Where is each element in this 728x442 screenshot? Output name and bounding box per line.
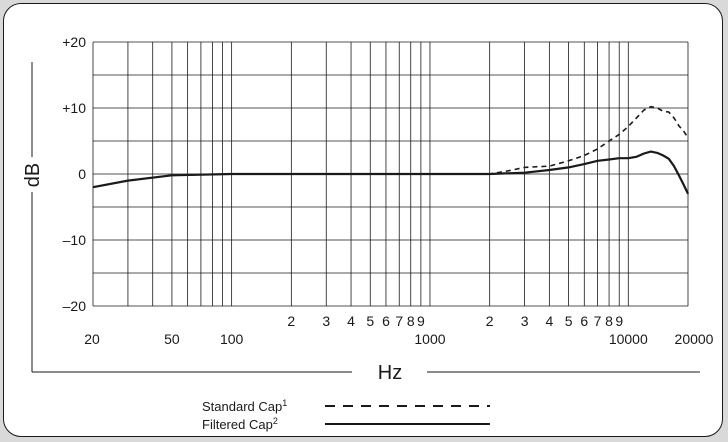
x-tick-label: 8 xyxy=(407,313,415,329)
legend-superscript-standard-cap: 1 xyxy=(282,398,287,408)
x-tick-label: 100 xyxy=(220,331,244,347)
x-tick-label: 9 xyxy=(615,313,623,329)
legend: Standard Cap1 Filtered Cap2 xyxy=(202,398,490,432)
x-tick-label: 3 xyxy=(322,313,330,329)
legend-item-filtered-cap: Filtered Cap2 xyxy=(202,416,490,432)
x-tick-label: 9 xyxy=(417,313,425,329)
x-tick-label: 8 xyxy=(605,313,613,329)
y-tick-label: +10 xyxy=(62,100,86,116)
x-tick-label: 50 xyxy=(164,331,180,347)
y-tick-label: 0 xyxy=(78,166,86,182)
legend-label-standard-cap: Standard Cap xyxy=(202,399,282,414)
x-tick-label: 2 xyxy=(486,313,494,329)
x-tick-label: 5 xyxy=(565,313,573,329)
legend-item-standard-cap: Standard Cap1 xyxy=(202,398,490,414)
svg-text:Standard Cap1: Standard Cap1 xyxy=(202,398,287,414)
x-tick-label: 4 xyxy=(347,313,355,329)
x-tick-label: 7 xyxy=(594,313,602,329)
y-tick-label: –20 xyxy=(63,298,87,314)
y-axis-title: dB xyxy=(22,163,44,187)
x-tick-label: 6 xyxy=(382,313,390,329)
y-tick-label: +20 xyxy=(62,34,86,50)
x-tick-label: 20 xyxy=(84,331,100,347)
x-tick-label: 1000 xyxy=(414,331,445,347)
x-tick-label: 20000 xyxy=(675,331,714,347)
x-axis-title: Hz xyxy=(378,362,402,384)
legend-label-filtered-cap: Filtered Cap xyxy=(202,417,273,432)
svg-text:Filtered Cap2: Filtered Cap2 xyxy=(202,416,278,432)
series-line-filtered-cap xyxy=(92,150,689,195)
legend-superscript-filtered-cap: 2 xyxy=(273,416,278,426)
y-tick-label: –10 xyxy=(63,232,87,248)
x-tick-label: 6 xyxy=(580,313,588,329)
x-tick-label: 2 xyxy=(287,313,295,329)
x-tick-label: 5 xyxy=(366,313,374,329)
x-tick-label: 7 xyxy=(395,313,403,329)
y-tick-labels: +20 +10 0 –10 –20 xyxy=(62,34,86,314)
series-layer xyxy=(92,105,689,195)
x-tick-label: 4 xyxy=(545,313,553,329)
x-tick-label: 3 xyxy=(521,313,529,329)
x-tick-label: 10000 xyxy=(609,331,648,347)
